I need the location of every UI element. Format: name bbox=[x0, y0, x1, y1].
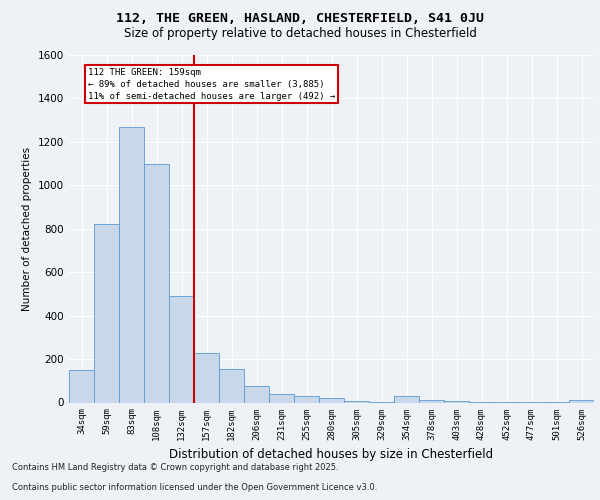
Text: Size of property relative to detached houses in Chesterfield: Size of property relative to detached ho… bbox=[124, 28, 476, 40]
Bar bbox=[319, 398, 344, 402]
Y-axis label: Number of detached properties: Number of detached properties bbox=[22, 146, 32, 311]
Text: Contains public sector information licensed under the Open Government Licence v3: Contains public sector information licen… bbox=[12, 484, 377, 492]
Bar bbox=[69, 370, 94, 402]
Bar bbox=[394, 396, 419, 402]
Bar bbox=[294, 396, 319, 402]
Bar bbox=[419, 400, 444, 402]
Bar bbox=[244, 386, 269, 402]
Bar bbox=[194, 352, 219, 403]
Bar bbox=[269, 394, 294, 402]
Bar bbox=[144, 164, 169, 402]
Bar bbox=[569, 400, 594, 402]
Text: 112, THE GREEN, HASLAND, CHESTERFIELD, S41 0JU: 112, THE GREEN, HASLAND, CHESTERFIELD, S… bbox=[116, 12, 484, 26]
Text: 112 THE GREEN: 159sqm
← 89% of detached houses are smaller (3,885)
11% of semi-d: 112 THE GREEN: 159sqm ← 89% of detached … bbox=[88, 68, 335, 100]
Bar bbox=[169, 296, 194, 403]
Bar bbox=[119, 126, 144, 402]
Text: Contains HM Land Registry data © Crown copyright and database right 2025.: Contains HM Land Registry data © Crown c… bbox=[12, 464, 338, 472]
X-axis label: Distribution of detached houses by size in Chesterfield: Distribution of detached houses by size … bbox=[169, 448, 494, 461]
Bar bbox=[219, 369, 244, 402]
Bar bbox=[94, 224, 119, 402]
